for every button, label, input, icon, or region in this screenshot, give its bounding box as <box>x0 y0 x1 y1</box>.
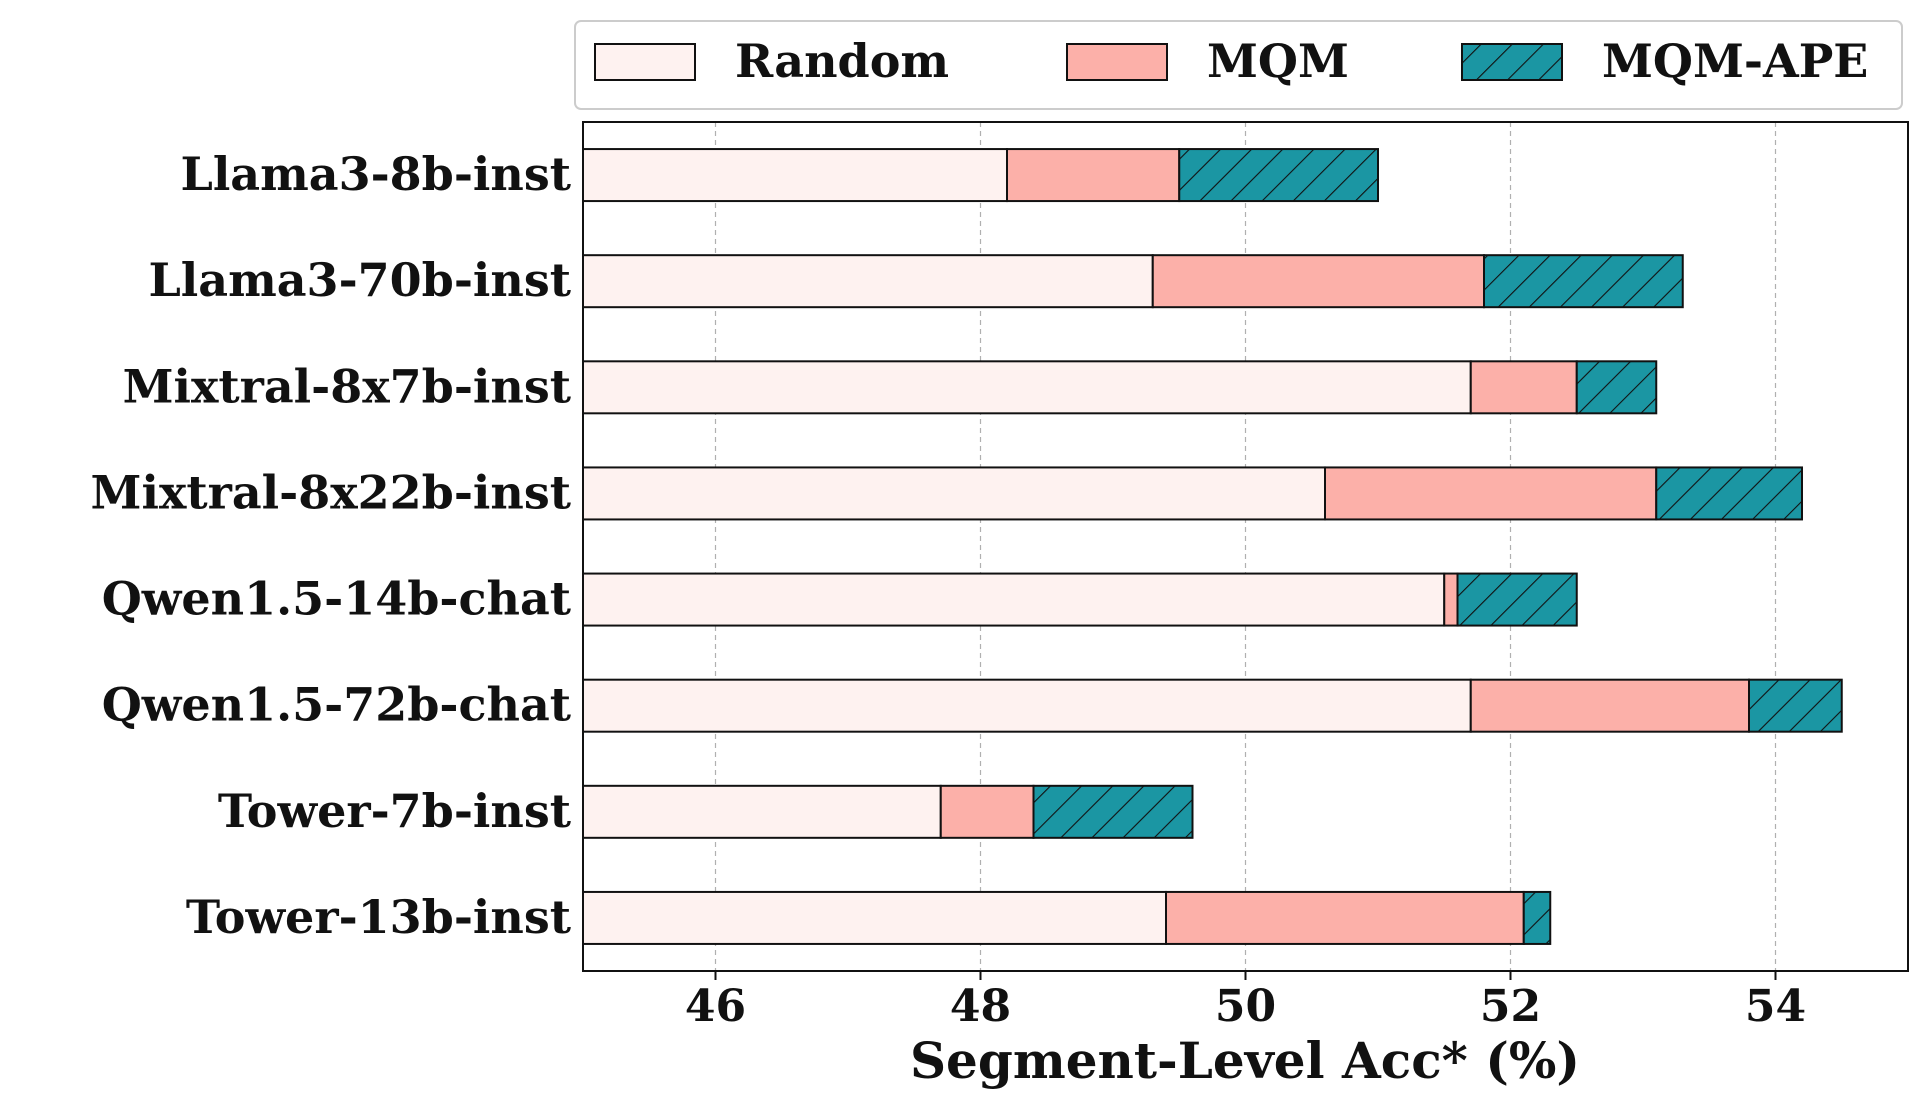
bar-qwen1-5-14b-chat-mqm-ape <box>1456 572 1578 627</box>
legend-label: MQM <box>1207 34 1349 88</box>
legend-swatch-random <box>594 43 696 81</box>
y-tick-labels: Llama3-8b-inst Llama3-70b-inst Mixtral-8x7… <box>91 147 572 944</box>
bar-llama3-8b-inst-mqm <box>1006 148 1181 203</box>
bar-tower-13b-inst-mqm-ape <box>1522 890 1552 945</box>
bar-tower-7b-inst-mqm-ape <box>1032 784 1194 839</box>
bar-qwen1-5-14b-chat-random <box>582 572 1446 627</box>
legend-swatch-mqm <box>1066 43 1168 81</box>
bar-mixtral-8x22b-inst-mqm-ape <box>1655 466 1803 521</box>
bar-qwen1-5-14b-chat-mqm <box>1443 572 1459 627</box>
bar-tower-7b-inst-mqm <box>939 784 1035 839</box>
bar-tower-7b-inst-random <box>582 784 942 839</box>
legend: Random MQM MQM-APE <box>574 20 1903 110</box>
legend-swatch-mqm-ape <box>1461 43 1563 81</box>
bar-mixtral-8x7b-inst-random <box>582 360 1472 415</box>
x-tick-label: 54 <box>1745 981 1806 1032</box>
y-tick-label: Qwen1.5-14b-chat <box>102 572 572 626</box>
bar-llama3-8b-inst-mqm-ape <box>1178 148 1379 203</box>
x-tick-labels: 46 48 50 52 54 <box>685 971 1806 1032</box>
x-tick-label: 48 <box>950 981 1011 1032</box>
y-tick-label: Mixtral-8x22b-inst <box>91 465 572 519</box>
bar-tower-13b-inst-mqm <box>1165 890 1525 945</box>
x-tick-label: 46 <box>685 981 746 1032</box>
bar-llama3-8b-inst-random <box>582 148 1008 203</box>
bar-llama3-70b-inst-mqm-ape <box>1483 254 1684 309</box>
bar-mixtral-8x7b-inst-mqm <box>1469 360 1578 415</box>
x-tick-label: 52 <box>1480 981 1541 1032</box>
legend-box <box>574 20 1903 110</box>
bar-mixtral-8x22b-inst-random <box>582 466 1326 521</box>
bars <box>582 148 1843 945</box>
legend-label: MQM-APE <box>1602 34 1868 88</box>
bar-mixtral-8x22b-inst-mqm <box>1324 466 1658 521</box>
y-tick-label: Tower-13b-inst <box>186 890 572 944</box>
bar-tower-13b-inst-random <box>582 890 1167 945</box>
bar-mixtral-8x7b-inst-mqm-ape <box>1575 360 1658 415</box>
y-tick-label: Llama3-70b-inst <box>148 253 571 307</box>
legend-label: Random <box>735 34 949 88</box>
bar-llama3-70b-inst-mqm <box>1151 254 1485 309</box>
y-tick-label: Llama3-8b-inst <box>180 147 571 201</box>
bar-qwen1-5-72b-chat-mqm <box>1469 678 1750 733</box>
x-tick-label: 50 <box>1215 981 1276 1032</box>
y-tick-label: Qwen1.5-72b-chat <box>102 678 572 732</box>
bar-llama3-70b-inst-random <box>582 254 1154 309</box>
y-tick-label: Tower-7b-inst <box>218 784 572 838</box>
x-axis-label: Segment-Level Acc* (%) <box>910 1031 1580 1090</box>
bar-qwen1-5-72b-chat-mqm-ape <box>1748 678 1843 733</box>
bar-qwen1-5-72b-chat-random <box>582 678 1472 733</box>
y-tick-label: Mixtral-8x7b-inst <box>123 359 572 413</box>
grid-lines <box>714 122 1777 971</box>
